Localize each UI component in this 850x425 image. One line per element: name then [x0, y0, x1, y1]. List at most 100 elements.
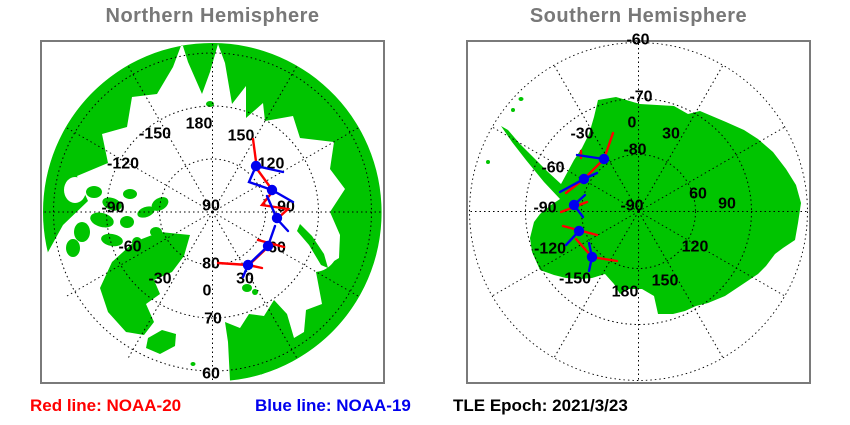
- latitude-circle: [159, 158, 266, 266]
- latitude-circle: [581, 154, 696, 269]
- meridian-line: [638, 126, 786, 212]
- canada-island: [123, 189, 137, 199]
- legend-noaa19-label: Blue line: NOAA-19: [255, 396, 411, 415]
- latlon-label: -60: [626, 32, 649, 49]
- north-hemisphere-map: 180 150 120 90 60 30 0 -30 -60 -90 -120 -150 90 80 70 6…: [40, 40, 385, 384]
- satellite-position-dot: [568, 199, 580, 211]
- meridian-line: [638, 211, 724, 359]
- latlon-label: 30: [236, 271, 254, 288]
- canada-island: [66, 239, 80, 257]
- canada-island: [101, 233, 123, 247]
- latlon-label: -60: [118, 239, 141, 256]
- latlon-label: 180: [612, 284, 639, 301]
- noaa19-track-segment: [247, 164, 295, 204]
- meridian-line: [65, 211, 213, 298]
- canada-island: [137, 206, 155, 218]
- latlon-label: 80: [202, 256, 220, 273]
- latitude-circle: [469, 42, 808, 381]
- canada-island: [150, 227, 162, 237]
- latlon-label: -30: [570, 126, 593, 143]
- islet: [190, 362, 196, 366]
- satellite-position-dot: [578, 173, 590, 185]
- latlon-label: -90: [533, 200, 556, 217]
- latlon-label: 90: [277, 199, 295, 216]
- satellite-position-dot: [573, 225, 585, 237]
- antarctica: [501, 97, 801, 314]
- canada-island: [74, 222, 90, 242]
- ireland: [242, 366, 250, 378]
- latlon-label: 90: [202, 198, 220, 215]
- antarctic-islet: [518, 97, 524, 101]
- legend-tle-epoch-label: TLE Epoch: 2021/3/23: [453, 396, 628, 415]
- noaa19-track-segment: [241, 224, 277, 279]
- latlon-label: -70: [629, 89, 652, 106]
- meridian-line: [638, 211, 786, 297]
- ellesmere-island: [151, 197, 169, 211]
- graticule: [43, 42, 382, 382]
- south-hemisphere-map: -60 -70 -80 -90 0 30 60 90 120 150 180 -150 -120 -90 -…: [466, 32, 811, 384]
- satellite-position-dot: [598, 153, 610, 165]
- south-map-title: Southern Hemisphere: [529, 5, 748, 27]
- satellite-tracks: [558, 131, 619, 273]
- meridian-line: [212, 211, 360, 298]
- latlon-label: -150: [139, 126, 171, 143]
- latlon-label: -30: [148, 271, 171, 288]
- iceland: [146, 330, 176, 354]
- meridian-line: [553, 64, 639, 212]
- satellite-position-dot: [271, 212, 283, 224]
- grid-labels: 1801501209060300-30-60-90-120-1509080706…: [101, 116, 295, 383]
- satellite-position-dot: [250, 160, 262, 172]
- meridian-line: [553, 211, 639, 359]
- meridian-line: [638, 64, 724, 212]
- meridian-line: [212, 126, 360, 213]
- sea-okhotsk: [283, 140, 311, 184]
- latlon-label: -90: [101, 200, 124, 217]
- meridian-line: [127, 211, 213, 360]
- satellite-position-dot: [266, 184, 278, 196]
- meridian-line: [65, 126, 213, 213]
- latlon-label: -150: [559, 271, 591, 288]
- satellite-position-dot: [262, 240, 274, 252]
- land-layer: [486, 97, 801, 314]
- britain: [254, 346, 267, 376]
- latlon-label: 30: [662, 126, 680, 143]
- canada-island: [102, 197, 122, 211]
- antarctic-islet: [511, 108, 515, 112]
- meridian-line: [212, 211, 298, 360]
- satellite-position-dot: [586, 251, 598, 263]
- meridian-line: [127, 64, 213, 213]
- svalbard: [242, 284, 252, 292]
- meridian-line: [212, 64, 298, 213]
- latlon-label: -60: [541, 160, 564, 177]
- north-map-svg: 1801501209060300-30-60-90-120-1509080706…: [42, 42, 383, 383]
- arctic-continents: [43, 43, 382, 381]
- latlon-label: 0: [203, 283, 212, 300]
- latlon-label: 150: [652, 273, 679, 290]
- latitude-circle: [106, 105, 319, 319]
- canada-island: [132, 237, 142, 247]
- latlon-label: 60: [202, 366, 220, 383]
- baffin-island: [149, 247, 175, 267]
- satellite-tracks: [216, 137, 295, 279]
- land-layer: [43, 43, 382, 381]
- latlon-label: 180: [186, 116, 213, 133]
- hudson-bay: [64, 177, 86, 203]
- latlon-label: 70: [204, 311, 222, 328]
- latlon-label: 150: [228, 128, 255, 145]
- canada-island: [86, 186, 102, 198]
- meridian-line: [491, 211, 639, 297]
- graticule: [469, 42, 808, 381]
- satellite-position-dot: [242, 259, 254, 271]
- canada-island: [90, 212, 114, 228]
- canada-island: [120, 216, 134, 228]
- latlon-label: 0: [628, 115, 637, 132]
- svalbard: [252, 289, 258, 295]
- antarctic-islet: [486, 160, 490, 164]
- noaa20-track-segment: [564, 131, 615, 195]
- latlon-label: -90: [620, 198, 643, 215]
- latlon-label: 90: [718, 196, 736, 213]
- latlon-label: 120: [682, 239, 709, 256]
